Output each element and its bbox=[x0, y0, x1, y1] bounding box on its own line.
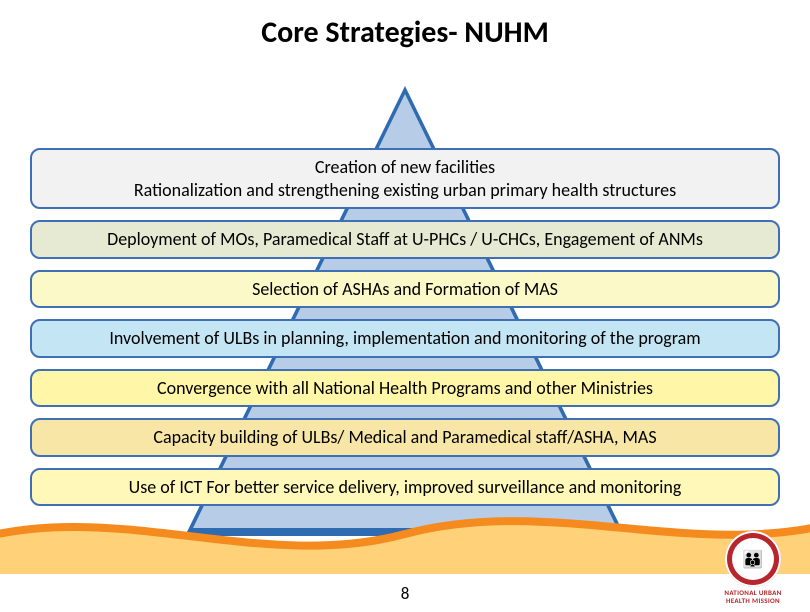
strategy-bar-text: Selection of ASHAs and Formation of MAS bbox=[44, 278, 766, 301]
strategy-bar-text: Creation of new facilities bbox=[44, 156, 766, 179]
strategy-bar-5: Convergence with all National Health Pro… bbox=[30, 369, 780, 408]
page-number: 8 bbox=[0, 583, 810, 604]
strategy-bars: Creation of new facilitiesRationalizatio… bbox=[30, 148, 780, 517]
strategy-bar-text: Use of ICT For better service delivery, … bbox=[44, 476, 766, 499]
slide-title: Core Strategies- NUHM bbox=[0, 14, 810, 51]
strategy-bar-text: Convergence with all National Health Pro… bbox=[44, 377, 766, 400]
slide: Core Strategies- NUHM Creation of new fa… bbox=[0, 0, 810, 612]
strategy-bar-1: Creation of new facilitiesRationalizatio… bbox=[30, 148, 780, 209]
nuhm-logo: 👪 NATIONAL URBAN HEALTH MISSION bbox=[712, 531, 794, 604]
strategy-bar-6: Capacity building of ULBs/ Medical and P… bbox=[30, 418, 780, 457]
family-icon: 👪 bbox=[732, 538, 774, 580]
strategy-bar-text: Capacity building of ULBs/ Medical and P… bbox=[44, 426, 766, 449]
strategy-bar-3: Selection of ASHAs and Formation of MAS bbox=[30, 270, 780, 309]
strategy-bar-text: Involvement of ULBs in planning, impleme… bbox=[44, 327, 766, 350]
strategy-bar-7: Use of ICT For better service delivery, … bbox=[30, 468, 780, 507]
logo-badge: 👪 bbox=[725, 531, 781, 587]
strategy-bar-2: Deployment of MOs, Paramedical Staff at … bbox=[30, 220, 780, 259]
strategy-bar-text: Rationalization and strengthening existi… bbox=[44, 179, 766, 202]
strategy-bar-4: Involvement of ULBs in planning, impleme… bbox=[30, 319, 780, 358]
strategy-bar-text: Deployment of MOs, Paramedical Staff at … bbox=[44, 228, 766, 251]
logo-text-line2: HEALTH MISSION bbox=[712, 597, 794, 604]
